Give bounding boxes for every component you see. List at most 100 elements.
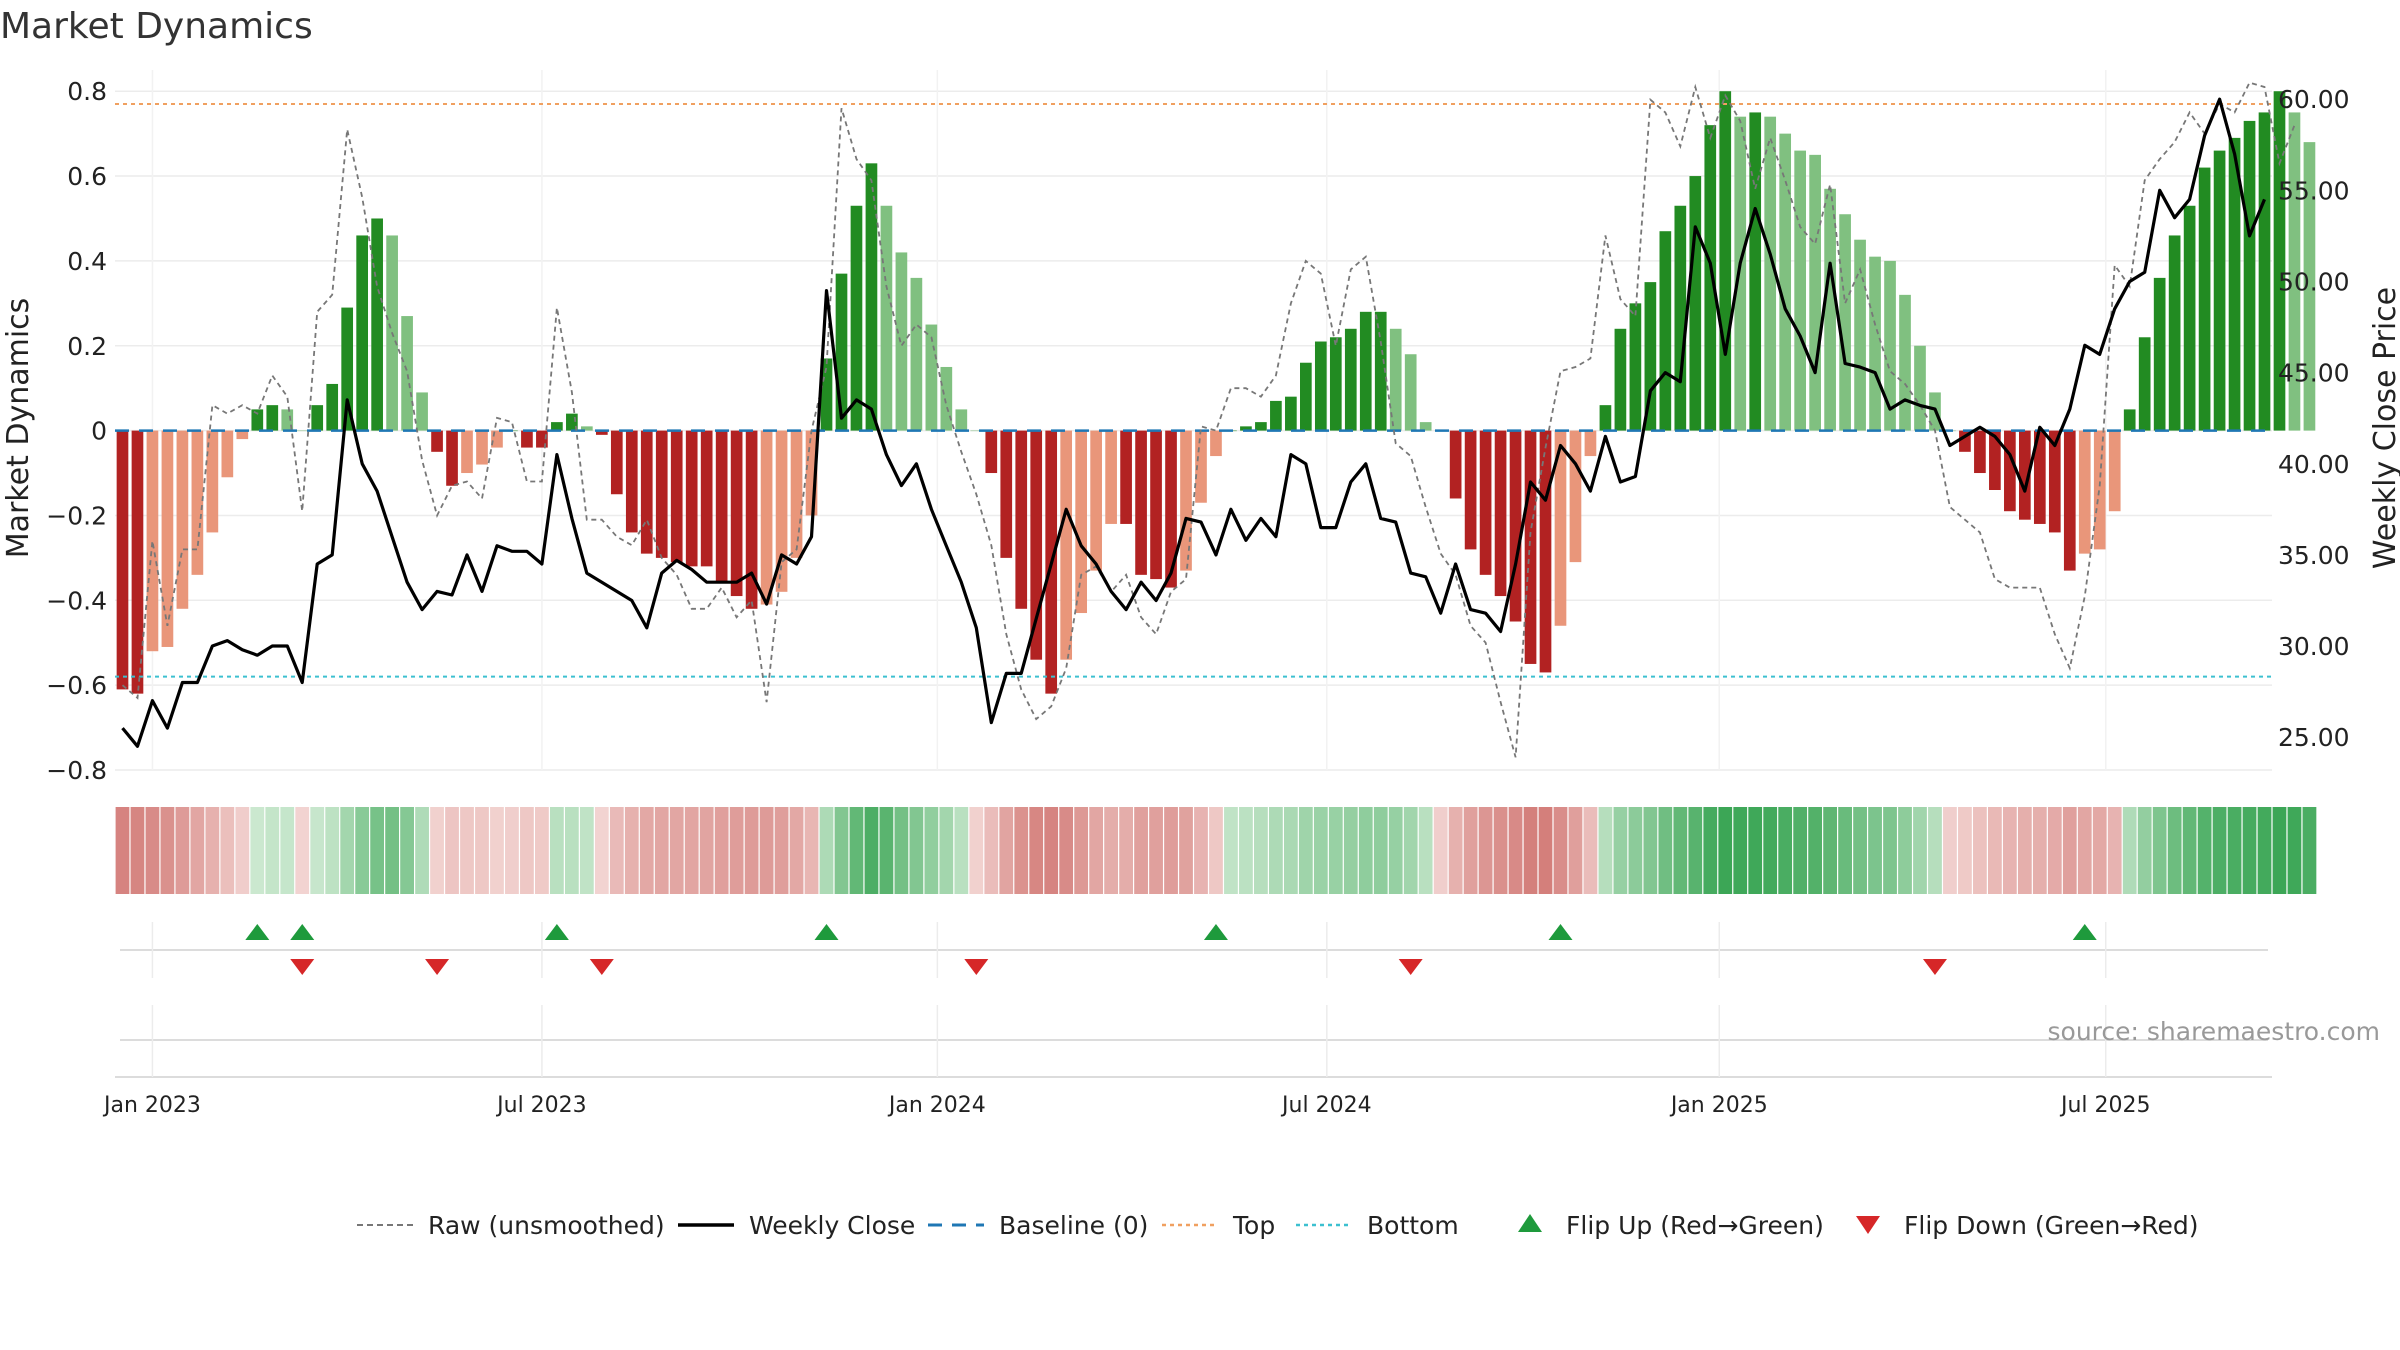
dynamics-bar bbox=[1854, 239, 1866, 431]
legend-label: Raw (unsmoothed) bbox=[428, 1211, 665, 1240]
dynamics-bar bbox=[1734, 116, 1747, 431]
dynamics-bar bbox=[2168, 235, 2181, 431]
dynamics-bar bbox=[1794, 150, 1806, 431]
dynamics-bar bbox=[1060, 430, 1073, 660]
dynamics-bar bbox=[1629, 303, 1642, 431]
heat-cell bbox=[1703, 807, 1718, 894]
dynamics-bar bbox=[1015, 430, 1028, 609]
x-tick-label: Jul 2024 bbox=[1280, 1093, 1372, 1118]
dynamics-bar bbox=[206, 430, 219, 533]
heat-cell bbox=[160, 807, 175, 894]
gridlines bbox=[115, 70, 2272, 771]
dynamics-bar bbox=[176, 430, 189, 609]
y-tick-right-label: 40.00 bbox=[2278, 450, 2350, 479]
heat-cell bbox=[1523, 807, 1538, 894]
y-tick-left-label: 0.2 bbox=[67, 332, 107, 361]
heat-cell bbox=[1613, 807, 1628, 894]
dynamics-bar bbox=[1569, 430, 1582, 563]
source-note: source: sharemaestro.com bbox=[2048, 1017, 2381, 1046]
heat-cell bbox=[2047, 807, 2062, 894]
heat-cell bbox=[2212, 807, 2227, 894]
heat-cell bbox=[1298, 807, 1313, 894]
heat-cell bbox=[999, 807, 1014, 894]
dynamics-bar bbox=[1090, 430, 1102, 571]
legend-label: Flip Down (Green→Red) bbox=[1904, 1211, 2199, 1240]
heat-cell bbox=[654, 807, 669, 894]
dynamics-bar bbox=[880, 205, 893, 431]
heat-cell bbox=[1104, 807, 1119, 894]
heat-cell bbox=[1553, 807, 1568, 894]
dynamics-bar bbox=[1689, 176, 1702, 431]
heat-strip bbox=[115, 807, 2317, 894]
dynamics-bar bbox=[236, 430, 249, 440]
legend-swatch bbox=[1856, 1216, 1880, 1234]
dynamics-bar bbox=[775, 430, 788, 592]
dynamics-bar bbox=[1329, 337, 1342, 431]
y-ticks-right: 60.00 55.00 50.00 45.00 40.00 35.00 30.00 25.00 bbox=[2278, 85, 2350, 752]
y-tick-left-label: −0.8 bbox=[46, 756, 107, 785]
legend-label: Baseline (0) bbox=[999, 1211, 1148, 1240]
heat-cell bbox=[1343, 807, 1358, 894]
dynamics-bar bbox=[551, 422, 563, 431]
dynamics-bar bbox=[296, 430, 309, 432]
dynamics-bar bbox=[1240, 426, 1252, 431]
y-tick-right-label: 60.00 bbox=[2278, 85, 2350, 114]
dynamics-bar bbox=[1195, 430, 1207, 503]
heat-cell bbox=[205, 807, 220, 894]
heat-cell bbox=[1913, 807, 1927, 894]
heat-cell bbox=[984, 807, 999, 894]
dynamics-bar bbox=[116, 430, 129, 690]
heat-cell bbox=[819, 807, 834, 894]
dynamics-bar bbox=[1150, 430, 1162, 580]
heat-cell bbox=[2227, 807, 2242, 894]
dynamics-bar bbox=[2078, 430, 2091, 554]
dynamics-bar bbox=[1884, 260, 1896, 431]
heat-cell bbox=[1808, 807, 1823, 894]
dynamics-bar bbox=[1449, 430, 1462, 499]
dynamics-bar bbox=[251, 409, 264, 431]
heat-cell bbox=[1059, 807, 1074, 894]
x-tick-label: Jul 2025 bbox=[2059, 1093, 2151, 1118]
y-tick-right-label: 25.00 bbox=[2278, 723, 2350, 752]
x-tick-label: Jan 2023 bbox=[102, 1093, 201, 1118]
heat-cell bbox=[250, 807, 265, 894]
heat-cell bbox=[2152, 807, 2167, 894]
flip-markers-panel bbox=[120, 922, 2268, 978]
heat-cell bbox=[1943, 807, 1957, 894]
legend-item: Baseline (0) bbox=[928, 1211, 1148, 1240]
heat-cell bbox=[175, 807, 190, 894]
dynamics-bar bbox=[2153, 277, 2166, 431]
heat-cell bbox=[1119, 807, 1133, 894]
heat-cell bbox=[1283, 807, 1298, 894]
heat-cell bbox=[520, 807, 534, 894]
heat-cell bbox=[1568, 807, 1583, 894]
dynamics-bar bbox=[1779, 133, 1792, 431]
dynamics-bar bbox=[1344, 328, 1357, 431]
heat-cell bbox=[1823, 807, 1838, 894]
heat-cell bbox=[115, 807, 130, 894]
dynamics-bar bbox=[521, 430, 533, 448]
heat-cell bbox=[190, 807, 205, 894]
heat-cell bbox=[1658, 807, 1673, 894]
heat-cell bbox=[1778, 807, 1793, 894]
y-tick-right-label: 55.00 bbox=[2278, 176, 2350, 205]
dynamics-bar bbox=[1974, 430, 1986, 474]
dynamics-bar bbox=[476, 430, 488, 465]
heat-cell bbox=[1673, 807, 1688, 894]
dynamics-bar bbox=[1314, 341, 1327, 431]
dynamics-bar bbox=[1210, 430, 1222, 457]
legend-label: Flip Up (Red→Green) bbox=[1566, 1211, 1824, 1240]
dynamics-bar bbox=[2213, 150, 2226, 431]
heat-cell bbox=[2122, 807, 2137, 894]
dynamics-bar bbox=[266, 405, 279, 431]
heat-cell bbox=[220, 807, 235, 894]
flip-down-marker bbox=[964, 959, 989, 975]
dynamics-bar bbox=[161, 430, 174, 647]
chart-title: Market Dynamics bbox=[0, 6, 313, 47]
dynamics-bar bbox=[1644, 282, 1657, 431]
dynamics-bar bbox=[1464, 430, 1477, 550]
heat-cell bbox=[789, 807, 804, 894]
x-tick-label: Jul 2023 bbox=[495, 1093, 587, 1118]
dynamics-bar bbox=[566, 413, 578, 431]
flip-up-marker bbox=[1548, 924, 1573, 940]
